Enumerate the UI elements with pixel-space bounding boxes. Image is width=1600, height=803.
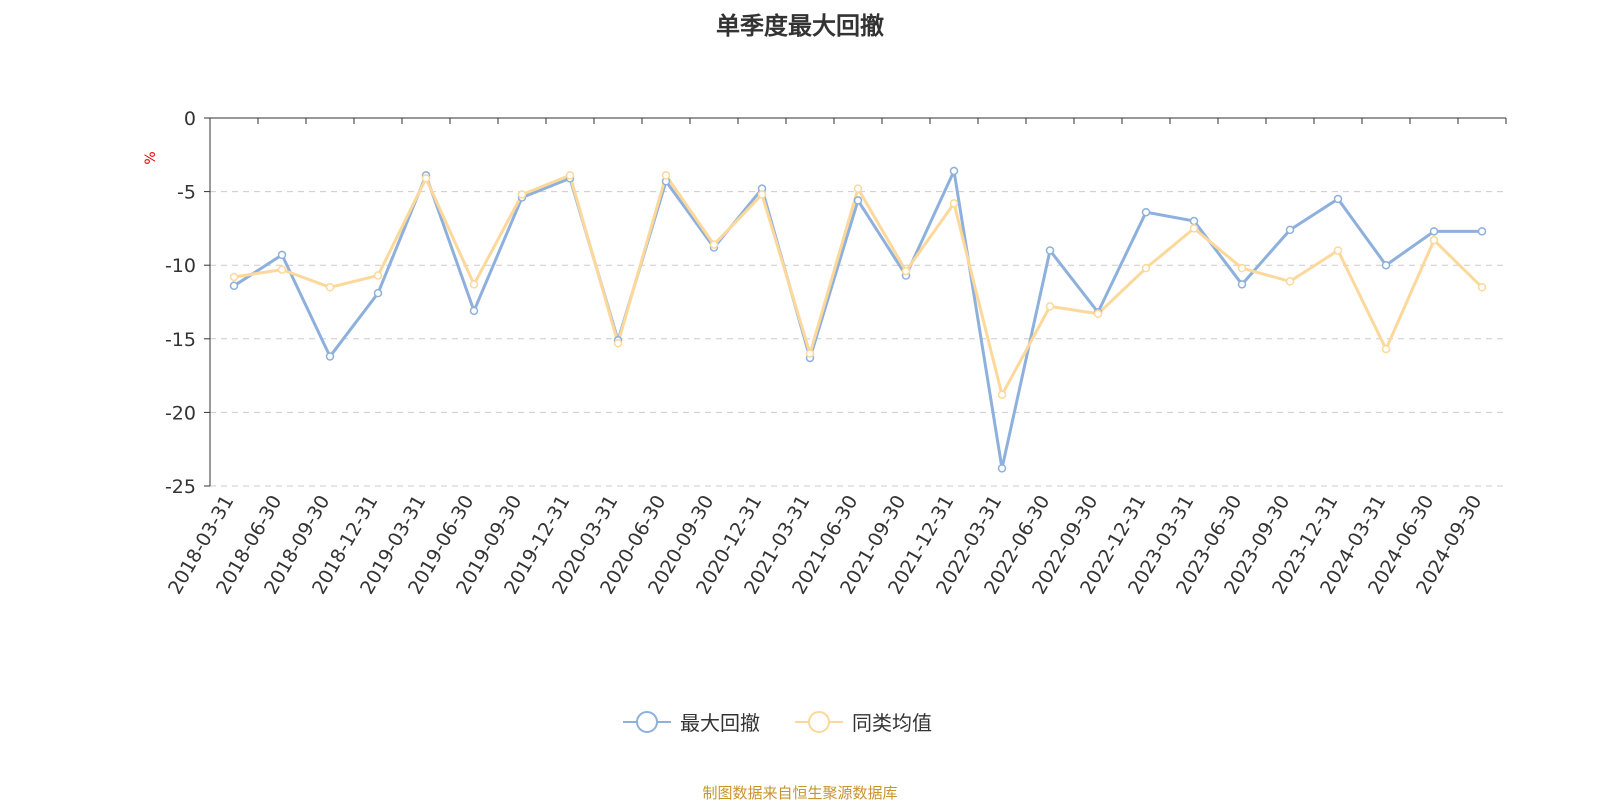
- data-point: [1381, 344, 1391, 354]
- data-point: [901, 266, 911, 276]
- y-tick-label: -20: [165, 402, 196, 424]
- data-point: [277, 250, 287, 260]
- data-point: [1333, 194, 1343, 204]
- data-point: [469, 280, 479, 289]
- data-point: [1477, 283, 1487, 292]
- data-point: [1429, 235, 1439, 245]
- data-point: [565, 171, 575, 180]
- data-point: [469, 306, 479, 316]
- data-point: [1429, 227, 1439, 236]
- series-line-0: [233, 165, 1482, 469]
- data-point: [1189, 216, 1199, 226]
- data-point: [805, 349, 815, 358]
- data-point: [373, 271, 383, 280]
- data-point: [949, 199, 959, 208]
- legend-label: 同类均值: [852, 711, 932, 735]
- y-tick-label: -10: [165, 255, 196, 277]
- data-point: [277, 265, 287, 274]
- data-point: [997, 390, 1007, 399]
- y-tick-label: 0: [184, 108, 196, 130]
- y-tick-label: -5: [177, 182, 196, 204]
- data-point: [853, 196, 863, 205]
- data-point: [1045, 302, 1055, 311]
- data-point: [1381, 260, 1391, 270]
- data-point: [1141, 263, 1151, 273]
- data-point: [1141, 207, 1151, 217]
- data-point: [1237, 263, 1247, 273]
- data-point: [1285, 225, 1295, 235]
- data-point: [1333, 246, 1343, 255]
- data-point: [229, 281, 239, 291]
- legend-marker: [636, 711, 658, 733]
- data-point: [613, 338, 623, 348]
- data-point: [325, 352, 335, 361]
- y-axis-label: %: [143, 151, 159, 164]
- data-point: [1189, 224, 1199, 233]
- data-point: [229, 272, 239, 282]
- legend-marker: [808, 711, 830, 733]
- data-point: [949, 166, 959, 176]
- data-point: [997, 464, 1007, 473]
- chart-title: 单季度最大回撤: [716, 12, 884, 40]
- data-point: [373, 288, 383, 298]
- data-point: [1045, 246, 1055, 255]
- y-tick-label: -15: [165, 329, 196, 351]
- y-tick-label: -25: [165, 476, 196, 498]
- data-point: [853, 184, 863, 193]
- data-point: [1237, 280, 1247, 289]
- data-point: [709, 240, 719, 249]
- series-line-1: [233, 171, 1484, 399]
- source-note: 制图数据来自恒生聚源数据库: [702, 784, 898, 802]
- legend-label: 最大回撤: [680, 711, 760, 735]
- data-point: [1093, 309, 1103, 319]
- data-point: [421, 174, 431, 183]
- data-point: [757, 190, 767, 199]
- data-point: [1285, 277, 1295, 286]
- data-point: [661, 171, 671, 180]
- data-point: [517, 190, 527, 199]
- data-point: [1477, 227, 1487, 236]
- data-point: [325, 283, 335, 292]
